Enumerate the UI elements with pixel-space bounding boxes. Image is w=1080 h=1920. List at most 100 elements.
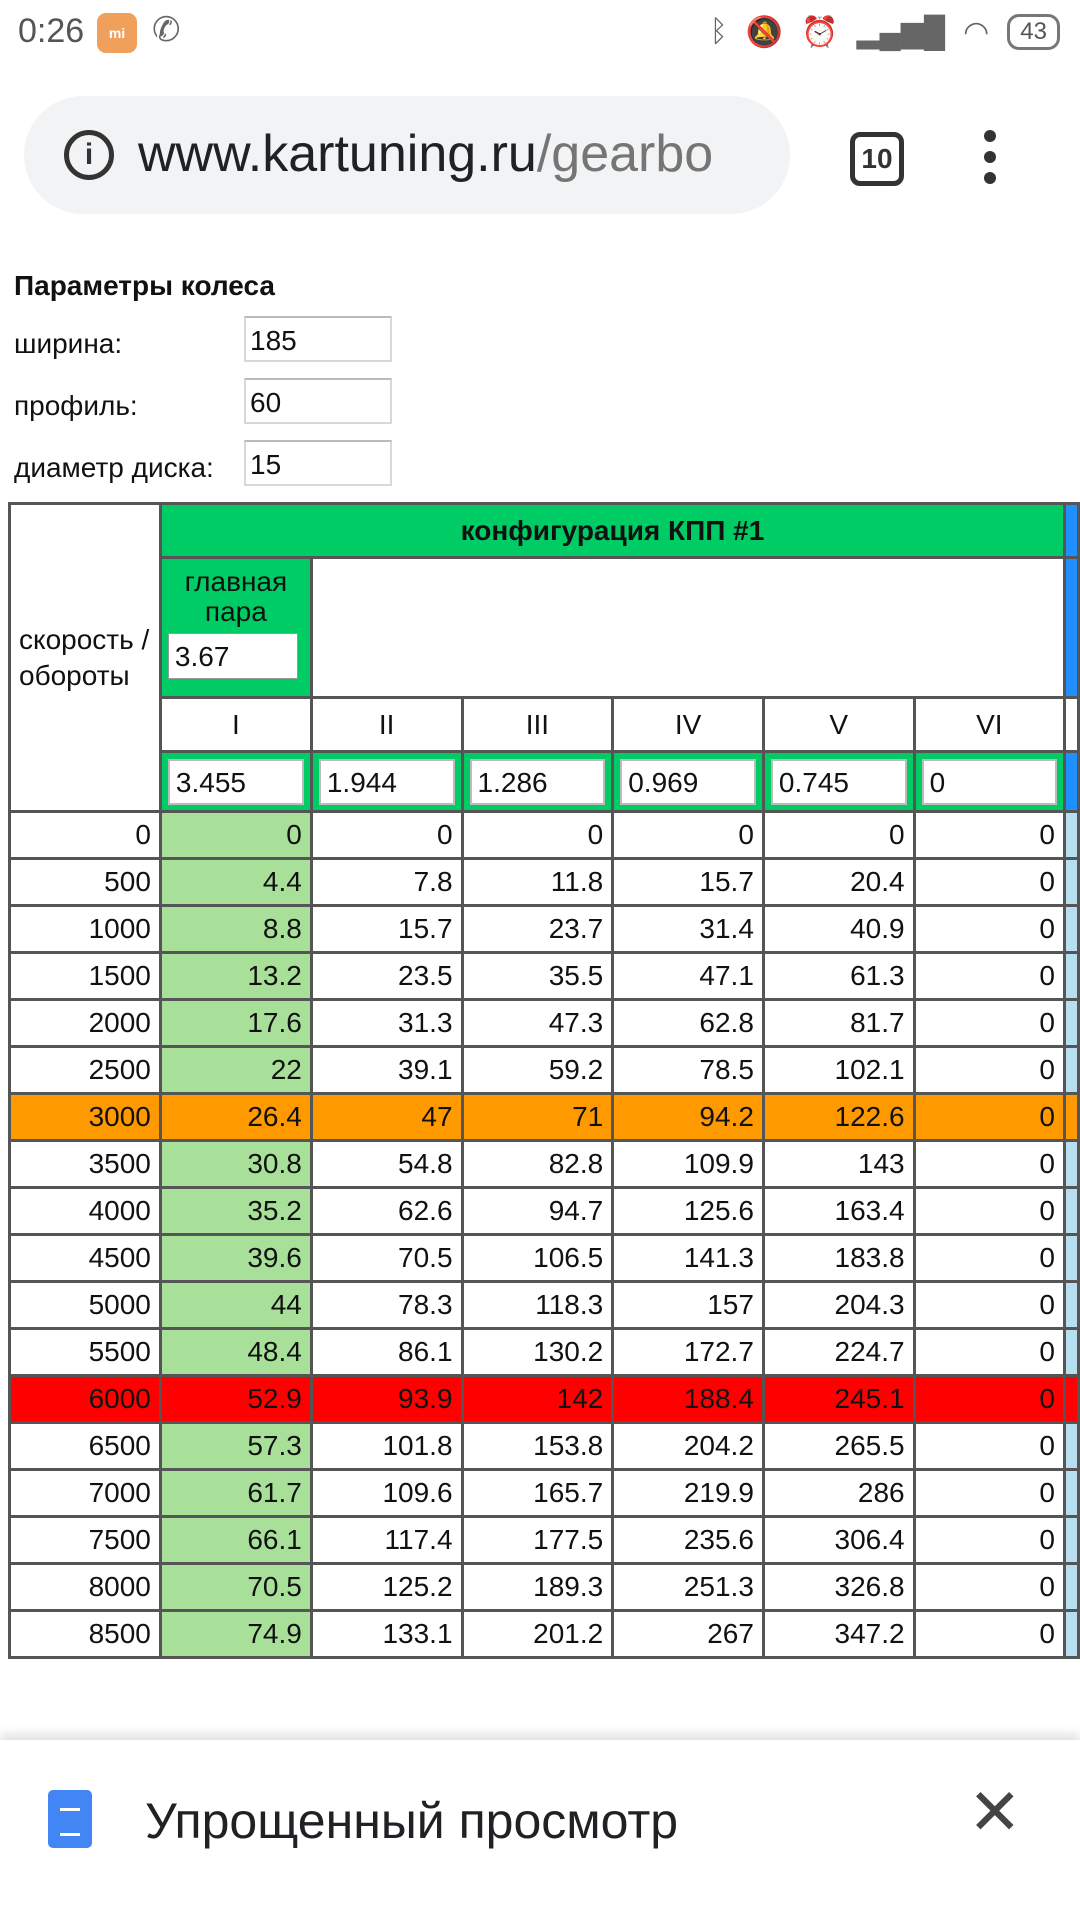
rpm-cell: 0: [8, 810, 162, 860]
alarm-icon: ⏰: [801, 15, 839, 49]
next-config-edge: [1063, 1280, 1080, 1330]
gear-ratio-input[interactable]: 1.286: [469, 758, 606, 805]
gear-ratio-input[interactable]: 0: [921, 758, 1057, 805]
gear-label-cell: VI: [912, 696, 1067, 753]
table-row: 7500 66.1 117.4 177.5 235.6 306.4 0: [8, 1515, 1080, 1565]
speed-cell: 94.7: [460, 1186, 615, 1236]
speed-cell: 52.9: [158, 1374, 313, 1424]
speed-cell: 286: [761, 1468, 916, 1518]
table-row: 8000 70.5 125.2 189.3 251.3 326.8 0: [8, 1562, 1080, 1612]
profile-input[interactable]: 60: [244, 378, 392, 424]
speed-cell: 125.6: [611, 1186, 765, 1236]
speed-cell: 0: [912, 1280, 1067, 1330]
speed-cell: 39.1: [309, 1045, 464, 1095]
speed-cell: 0: [912, 1045, 1067, 1095]
next-config-edge: [1063, 1468, 1080, 1518]
rim-diameter-input[interactable]: 15: [244, 440, 392, 486]
speed-cell: 48.4: [158, 1327, 313, 1377]
speed-cell: 86.1: [309, 1327, 464, 1377]
speed-cell: 347.2: [761, 1609, 916, 1659]
speed-cell: 117.4: [309, 1515, 464, 1565]
speed-cell: 306.4: [761, 1515, 916, 1565]
gear-ratio-cell: 0.745: [761, 750, 916, 813]
gearbox-config-header: конфигурация КПП #1: [158, 502, 1067, 559]
speed-cell: 0: [761, 810, 916, 860]
next-config-edge: [1063, 1139, 1080, 1189]
speed-cell: 66.1: [158, 1515, 313, 1565]
speed-cell: 11.8: [460, 857, 615, 907]
rpm-cell: 7000: [8, 1468, 162, 1518]
simplified-view-sheet[interactable]: Упрощенный просмотр ✕: [0, 1740, 1080, 1920]
gear-ratio-input[interactable]: 3.455: [167, 758, 304, 805]
speed-cell: 57.3: [158, 1421, 313, 1471]
rpm-cell: 8500: [8, 1609, 162, 1659]
next-config-edge: [1063, 1233, 1080, 1283]
speed-cell: 23.7: [460, 904, 615, 954]
phone-call-icon: ✆: [152, 11, 181, 49]
speed-cell: 0: [912, 904, 1067, 954]
speed-cell: 125.2: [309, 1562, 464, 1612]
next-config-edge: [1063, 1045, 1080, 1095]
speed-cell: 4.4: [158, 857, 313, 907]
speed-cell: 15.7: [309, 904, 464, 954]
width-input[interactable]: 185: [244, 316, 392, 362]
gear-ratio-input[interactable]: 0.969: [620, 758, 756, 805]
next-config-edge: [1063, 998, 1080, 1048]
mi-app-icon: mi: [97, 13, 137, 53]
info-icon[interactable]: i: [64, 130, 114, 180]
gear-ratio-cell: 1.944: [309, 750, 464, 813]
speed-cell: 267: [611, 1609, 765, 1659]
table-row: 6500 57.3 101.8 153.8 204.2 265.5 0: [8, 1421, 1080, 1471]
gear-label-cell: V: [761, 696, 916, 753]
speed-cell: 54.8: [309, 1139, 464, 1189]
speed-cell: 20.4: [761, 857, 916, 907]
table-row: 4500 39.6 70.5 106.5 141.3 183.8 0: [8, 1233, 1080, 1283]
next-config-edge: [1063, 1092, 1080, 1142]
speed-cell: 71: [460, 1092, 615, 1142]
speed-cell: 0: [912, 1374, 1067, 1424]
simplified-view-title[interactable]: Упрощенный просмотр: [145, 1793, 679, 1849]
speed-cell: 93.9: [309, 1374, 464, 1424]
speed-cell: 22: [158, 1045, 313, 1095]
battery-icon: 43: [1007, 14, 1060, 50]
speed-cell: 102.1: [761, 1045, 916, 1095]
speed-cell: 204.3: [761, 1280, 916, 1330]
speed-cell: 106.5: [460, 1233, 615, 1283]
url-text[interactable]: www.kartuning.ru/gearbo: [138, 124, 778, 184]
rpm-cell: 5000: [8, 1280, 162, 1330]
gear-ratio-input[interactable]: 0.745: [770, 758, 907, 805]
next-config-edge: [1063, 1327, 1080, 1377]
gear-ratio-cell: 0: [912, 750, 1067, 813]
speed-cell: 17.6: [158, 998, 313, 1048]
gear-label-cell: III: [460, 696, 615, 753]
speed-cell: 7.8: [309, 857, 464, 907]
speed-cell: 74.9: [158, 1609, 313, 1659]
rim-label: диаметр диска:: [14, 452, 214, 483]
gear-ratio-input[interactable]: 1.944: [318, 758, 455, 805]
close-icon[interactable]: ✕: [968, 1776, 1022, 1848]
tab-switcher-button[interactable]: 10: [850, 132, 904, 186]
table-row: 2500 22 39.1 59.2 78.5 102.1 0: [8, 1045, 1080, 1095]
speed-cell: 183.8: [761, 1233, 916, 1283]
speed-cell: 70.5: [309, 1233, 464, 1283]
browser-toolbar: i www.kartuning.ru/gearbo 10: [0, 72, 1080, 242]
speed-cell: 0: [912, 1421, 1067, 1471]
next-config-edge: [1063, 951, 1080, 1001]
speed-cell: 47.1: [611, 951, 765, 1001]
speed-cell: 40.9: [761, 904, 916, 954]
rpm-cell: 3500: [8, 1139, 162, 1189]
overflow-menu-icon[interactable]: [982, 130, 998, 193]
speed-cell: 0: [912, 998, 1067, 1048]
speed-cell: 224.7: [761, 1327, 916, 1377]
speed-cell: 0: [912, 1609, 1067, 1659]
speed-cell: 109.9: [611, 1139, 765, 1189]
speed-cell: 0: [912, 1468, 1067, 1518]
speed-cell: 122.6: [761, 1092, 916, 1142]
main-pair-input[interactable]: 3.67: [167, 633, 298, 679]
table-row: 2000 17.6 31.3 47.3 62.8 81.7 0: [8, 998, 1080, 1048]
url-bar[interactable]: i www.kartuning.ru/gearbo: [24, 96, 790, 214]
speed-cell: 62.8: [611, 998, 765, 1048]
speed-cell: 165.7: [460, 1468, 615, 1518]
speed-cell: 82.8: [460, 1139, 615, 1189]
rpm-cell: 1500: [8, 951, 162, 1001]
